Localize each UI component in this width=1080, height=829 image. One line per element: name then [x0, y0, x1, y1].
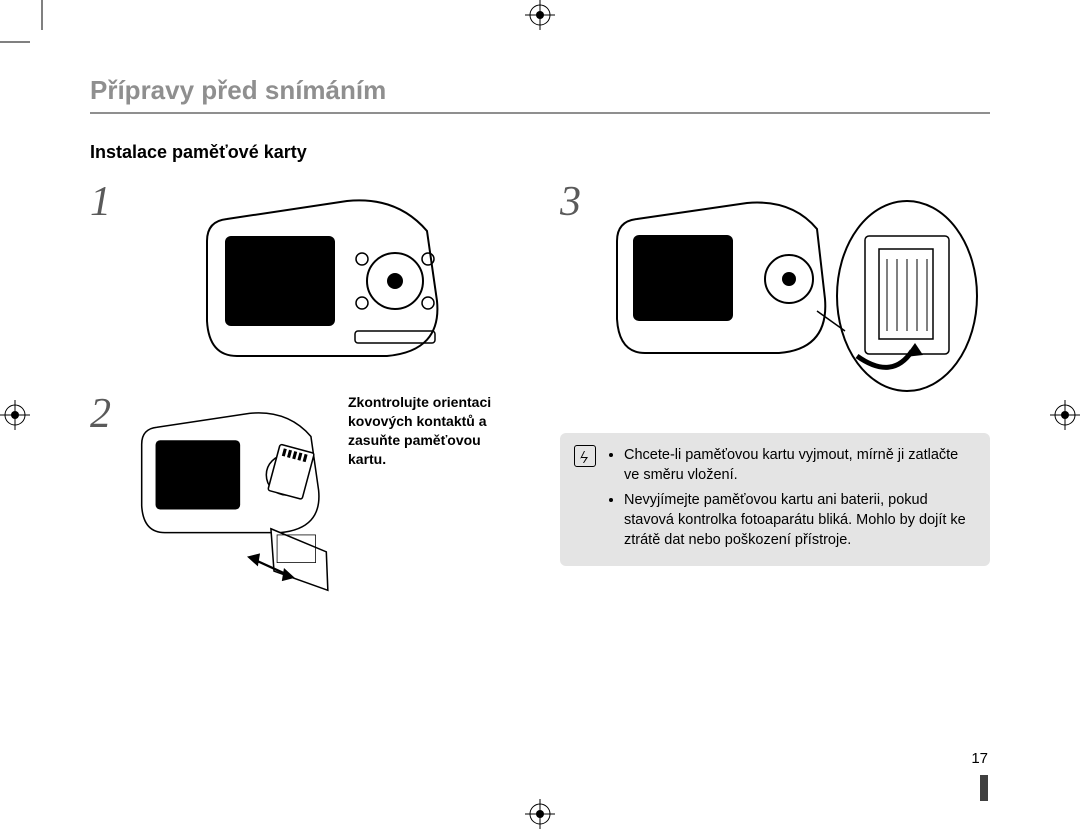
step-2: 2	[90, 393, 520, 603]
left-column: 1	[90, 181, 520, 625]
step-1: 1	[90, 181, 520, 371]
content-columns: 1	[90, 181, 990, 625]
section-title: Přípravy před snímáním	[90, 75, 990, 114]
note-box: Chcete-li paměťovou kartu vyjmout, mírně…	[560, 433, 990, 566]
step-1-figure	[134, 181, 520, 371]
camera-illustration-3	[604, 181, 990, 411]
page: Přípravy před snímáním Instalace paměťov…	[90, 55, 990, 795]
registration-mark-bottom	[520, 799, 560, 829]
note-item-1: Chcete-li paměťovou kartu vyjmout, mírně…	[624, 445, 976, 486]
camera-illustration-1	[134, 181, 520, 371]
registration-mark-top	[520, 0, 560, 30]
step-2-figure: Zkontrolujte orientaci kovových kontaktů…	[134, 393, 520, 603]
step-3-figure	[604, 181, 990, 411]
note-item-2: Nevyjímejte paměťovou kartu ani baterii,…	[624, 490, 976, 551]
registration-mark-left	[0, 395, 30, 435]
right-column: 3	[560, 181, 990, 625]
step-1-number: 1	[90, 181, 118, 223]
note-icon	[574, 445, 596, 467]
note-body: Chcete-li paměťovou kartu vyjmout, mírně…	[608, 445, 976, 554]
step-2-caption: Zkontrolujte orientaci kovových kontaktů…	[348, 393, 508, 469]
step-3: 3	[560, 181, 990, 411]
camera-illustration-2	[134, 393, 334, 603]
subheading: Instalace paměťové karty	[90, 142, 990, 163]
registration-mark-right	[1050, 395, 1080, 435]
step-3-number: 3	[560, 181, 588, 223]
step-2-number: 2	[90, 393, 118, 435]
page-number: 17	[971, 750, 988, 801]
crop-mark-tl	[0, 0, 60, 60]
